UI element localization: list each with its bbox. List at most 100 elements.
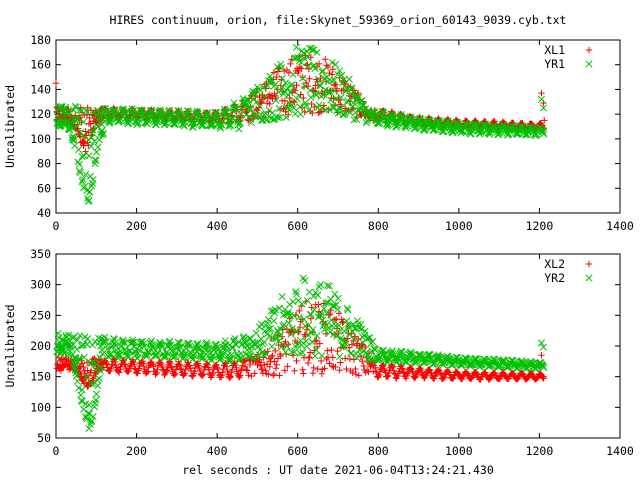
data-point [231, 103, 240, 111]
data-point [397, 111, 405, 119]
data-point [242, 111, 251, 119]
data-point [92, 112, 100, 120]
data-point [371, 108, 379, 116]
data-point [326, 360, 333, 367]
data-point [320, 305, 328, 313]
data-point [237, 367, 245, 374]
data-point [362, 119, 370, 127]
data-point [89, 358, 97, 366]
data-point [323, 73, 331, 81]
data-point [98, 120, 106, 129]
data-point [266, 363, 273, 370]
data-point [277, 325, 285, 333]
data-point [474, 371, 481, 378]
data-point [261, 93, 269, 101]
data-point [92, 357, 100, 364]
data-point [446, 371, 454, 378]
data-point [85, 371, 93, 379]
data-point [334, 305, 342, 313]
data-point [225, 355, 233, 364]
data-point [297, 110, 305, 118]
data-point [290, 104, 298, 112]
data-point [85, 152, 93, 160]
data-point [85, 401, 93, 409]
y-tick-label: 140 [30, 82, 51, 96]
data-point [310, 292, 318, 300]
data-point [130, 361, 138, 368]
x-tick-label: 400 [207, 219, 228, 233]
data-point [295, 57, 303, 65]
data-point [299, 74, 306, 81]
data-point [78, 153, 86, 161]
data-point [106, 118, 114, 126]
data-point [143, 369, 150, 376]
x-tick-label: 0 [53, 444, 60, 458]
data-point [295, 313, 303, 321]
data-point [264, 316, 272, 324]
data-point [79, 131, 87, 140]
data-point [245, 352, 253, 360]
data-point [101, 105, 109, 113]
data-point [237, 372, 244, 379]
data-point [79, 118, 88, 126]
data-point [92, 396, 100, 404]
data-point [82, 373, 90, 381]
data-point [217, 117, 225, 125]
data-point [246, 353, 254, 361]
data-point [315, 109, 322, 116]
data-point [271, 358, 278, 365]
y-tick-label: 350 [30, 247, 51, 261]
data-point [165, 359, 173, 366]
data-point [332, 301, 340, 309]
y-tick-label: 80 [37, 157, 51, 171]
data-point [76, 332, 84, 340]
data-point [393, 358, 401, 366]
legend-label: XL1 [544, 43, 565, 57]
data-point [124, 368, 132, 376]
data-point [348, 84, 356, 92]
data-point [296, 323, 304, 331]
data-point [266, 100, 273, 108]
series-YR2 [53, 274, 548, 432]
data-point [340, 76, 348, 84]
data-point [534, 374, 541, 381]
data-point [262, 350, 270, 358]
data-point [138, 358, 145, 366]
data-point [284, 363, 291, 370]
data-point [393, 121, 401, 129]
data-point [318, 67, 326, 76]
data-point [306, 75, 313, 82]
data-point [285, 319, 293, 327]
data-point [199, 371, 206, 378]
data-point [309, 326, 317, 334]
data-point [389, 363, 397, 370]
data-point [87, 120, 94, 127]
data-point [209, 370, 216, 378]
data-point [403, 358, 411, 366]
data-point [408, 350, 416, 358]
data-point [89, 413, 97, 421]
data-point [449, 127, 457, 135]
data-point [132, 366, 139, 373]
data-point [261, 361, 268, 369]
data-point [379, 362, 386, 370]
data-point [75, 160, 83, 168]
data-point [288, 81, 296, 89]
data-point [343, 98, 351, 106]
data-point [329, 354, 337, 361]
data-point [108, 343, 116, 351]
data-point [166, 110, 175, 118]
y-tick-label: 120 [30, 107, 51, 121]
data-point [142, 352, 151, 361]
data-point [323, 309, 331, 317]
data-point [343, 365, 350, 373]
data-point [336, 353, 344, 361]
y-tick-label: 180 [30, 33, 51, 47]
data-point [172, 366, 180, 373]
data-point [283, 342, 291, 350]
data-point [89, 375, 97, 382]
data-point [116, 117, 124, 125]
data-point [243, 366, 250, 374]
legend-label: YR1 [544, 57, 565, 71]
data-point [266, 324, 275, 332]
